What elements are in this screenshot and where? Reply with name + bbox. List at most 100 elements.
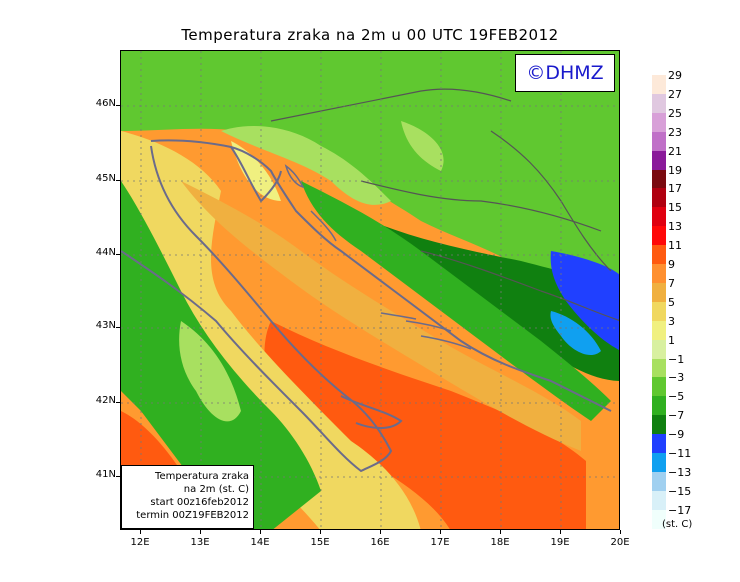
- lon-label: 20E: [610, 537, 630, 548]
- legend-label: −7: [668, 409, 685, 423]
- legend-swatch: [652, 207, 666, 227]
- lon-label: 16E: [370, 537, 390, 548]
- legend-swatch: [652, 490, 666, 510]
- legend-swatch: [652, 301, 666, 321]
- legend-swatch: [652, 245, 666, 265]
- legend-swatch: [652, 471, 666, 491]
- country-border-2: [360, 180, 602, 232]
- lat-tick: [116, 254, 120, 255]
- legend-label: 27: [668, 87, 682, 101]
- country-border-3: [420, 250, 619, 321]
- legend-label: 9: [668, 258, 675, 271]
- croatian-coastline: [150, 139, 612, 412]
- legend-label: 23: [668, 125, 682, 139]
- lon-label: 13E: [190, 537, 210, 548]
- info-line-1: Temperatura zraka: [155, 471, 249, 482]
- legend-label: −1: [668, 352, 685, 366]
- legend-swatch: [652, 358, 666, 378]
- legend-swatch: [652, 264, 666, 283]
- lon-label: 15E: [310, 537, 330, 548]
- legend-swatch: [652, 434, 666, 454]
- italy-apennine-light-green: [179, 321, 241, 422]
- legend-swatch: [652, 188, 666, 208]
- legend-swatch: [652, 339, 666, 359]
- legend-swatch: [652, 150, 666, 170]
- legend-label: 7: [668, 276, 675, 290]
- legend-label: 5: [668, 295, 675, 309]
- dhmz-logo: ©DHMZ: [515, 54, 615, 92]
- legend-label: 3: [668, 314, 675, 328]
- info-line-4: termin 00Z19FEB2012: [136, 510, 249, 521]
- legend-swatch: [652, 93, 666, 113]
- lon-tick: [200, 530, 201, 534]
- balkan-cold-blue: [550, 251, 619, 350]
- lon-label: 18E: [490, 537, 510, 548]
- legend-label: −15: [668, 484, 692, 498]
- chart-title: Temperatura zraka na 2m u 00 UTC 19FEB20…: [181, 26, 559, 44]
- legend-label: −13: [668, 465, 692, 479]
- italy-inland-green: [121, 181, 321, 529]
- gargano-coastline: [340, 395, 403, 429]
- legend-label: −9: [668, 428, 685, 442]
- info-line-3: start 00z16feb2012: [150, 497, 249, 508]
- lat-tick: [116, 402, 120, 403]
- legend-swatch: [652, 282, 666, 302]
- dalmatia-coast-green: [301, 181, 611, 421]
- country-border-4: [490, 130, 612, 272]
- lon-tick: [500, 530, 501, 534]
- lat-label: 42N: [95, 395, 116, 406]
- legend-label: 15: [668, 201, 682, 215]
- country-border-1: [270, 88, 512, 122]
- legend-label: 25: [668, 106, 682, 120]
- lat-tick: [116, 327, 120, 328]
- lat-label: 44N: [95, 247, 116, 258]
- lon-label: 14E: [250, 537, 270, 548]
- lat-label: 46N: [95, 98, 116, 109]
- island-pag: [310, 210, 337, 242]
- legend-swatch: [652, 377, 666, 397]
- north-light-green-patches: [221, 121, 444, 205]
- legend-label: 19: [668, 163, 682, 177]
- map-canvas: [121, 51, 619, 529]
- legend-label: −17: [668, 503, 692, 517]
- legend-swatch: [652, 226, 666, 246]
- lat-label: 41N: [95, 469, 116, 480]
- legend-swatch: [652, 131, 666, 151]
- legend-label: −11: [668, 447, 692, 460]
- north-land-green: [121, 51, 619, 301]
- island-krk: [284, 164, 305, 189]
- lat-label: 43N: [95, 320, 116, 331]
- legend-label: −5: [668, 390, 685, 404]
- legend-label: 1: [668, 333, 675, 347]
- lon-tick: [560, 530, 561, 534]
- lon-label: 12E: [130, 537, 150, 548]
- legend-swatch: [652, 112, 666, 132]
- island-brac: [380, 312, 417, 320]
- info-line-2: na 2m (st. C): [183, 484, 249, 495]
- island-korcula: [420, 335, 472, 350]
- lon-tick: [620, 530, 621, 534]
- lon-tick: [320, 530, 321, 534]
- italian-coastline: [121, 145, 393, 473]
- lat-tick: [116, 476, 120, 477]
- legend-label: 21: [668, 144, 682, 158]
- legend-unit: (st. C): [662, 519, 693, 530]
- legend-swatch: [652, 415, 666, 435]
- legend-swatch: [652, 320, 666, 340]
- legend-label: −3: [668, 371, 685, 385]
- lon-label: 19E: [550, 537, 570, 548]
- lat-lon-grid: [121, 51, 619, 529]
- legend-label: 29: [668, 69, 682, 82]
- lon-tick: [260, 530, 261, 534]
- italy-coast-band: [121, 131, 421, 529]
- lat-tick: [116, 180, 120, 181]
- lat-tick: [116, 105, 120, 106]
- istria-yellow: [231, 141, 281, 201]
- info-box: Temperatura zraka na 2m (st. C) start 00…: [121, 465, 254, 529]
- legend-swatch: [652, 396, 666, 416]
- legend-swatch: [652, 509, 666, 529]
- legend-label: 13: [668, 220, 682, 234]
- lon-tick: [380, 530, 381, 534]
- lat-label: 45N: [95, 173, 116, 184]
- legend-swatch: [652, 75, 666, 94]
